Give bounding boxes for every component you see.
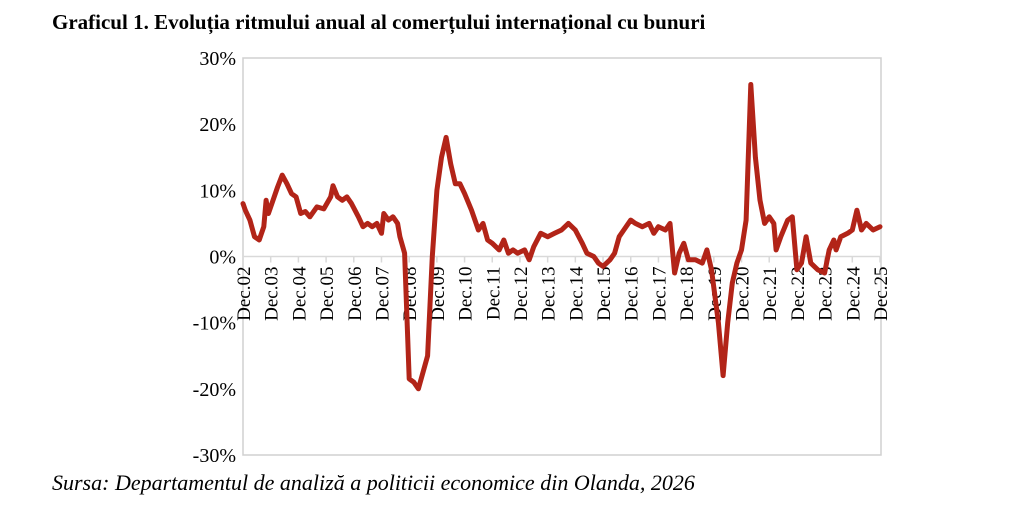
x-tick-label: Dec.16: [622, 267, 643, 321]
x-tick-label: Dec.24: [843, 266, 864, 321]
x-tick-label: Dec.18: [677, 267, 698, 321]
x-tick-label: Dec.23: [816, 267, 837, 321]
x-tick-label: Dec.05: [317, 267, 338, 321]
x-tick-label: Dec.04: [289, 266, 310, 321]
x-tick-label: Dec.22: [788, 267, 809, 321]
x-tick-label: Dec.11: [483, 267, 504, 321]
y-tick-label: 30%: [199, 48, 236, 70]
x-tick-label: Dec.14: [566, 266, 587, 321]
x-tick-label: Dec.17: [649, 267, 670, 321]
y-tick-label: -20%: [193, 379, 236, 401]
x-tick-label: Dec.03: [262, 267, 283, 321]
y-tick-label: 10%: [199, 180, 236, 202]
chart-title: Graficul 1. Evoluția ritmului anual al c…: [52, 10, 706, 34]
series-line: [240, 82, 883, 392]
x-tick-label: Dec.07: [372, 267, 393, 321]
x-tick-label: Dec.02: [234, 267, 255, 321]
x-tick-label: Dec.10: [456, 267, 477, 321]
y-tick-label: 0%: [209, 247, 236, 269]
y-tick-label: -10%: [193, 313, 236, 335]
x-tick-label: Dec.12: [511, 267, 532, 321]
x-tick-label: Dec.13: [539, 267, 560, 321]
x-tick-label: Dec.20: [733, 267, 754, 321]
x-tick-label: Dec.25: [871, 267, 892, 321]
x-tick-label: Dec.15: [594, 267, 615, 321]
source-note: Sursa: Departamentul de analiză a politi…: [52, 470, 695, 495]
x-tick-label: Dec.21: [760, 267, 781, 321]
x-tick-label: Dec.06: [345, 267, 366, 321]
y-tick-label: -30%: [193, 445, 236, 467]
y-tick-label: 20%: [199, 114, 236, 136]
